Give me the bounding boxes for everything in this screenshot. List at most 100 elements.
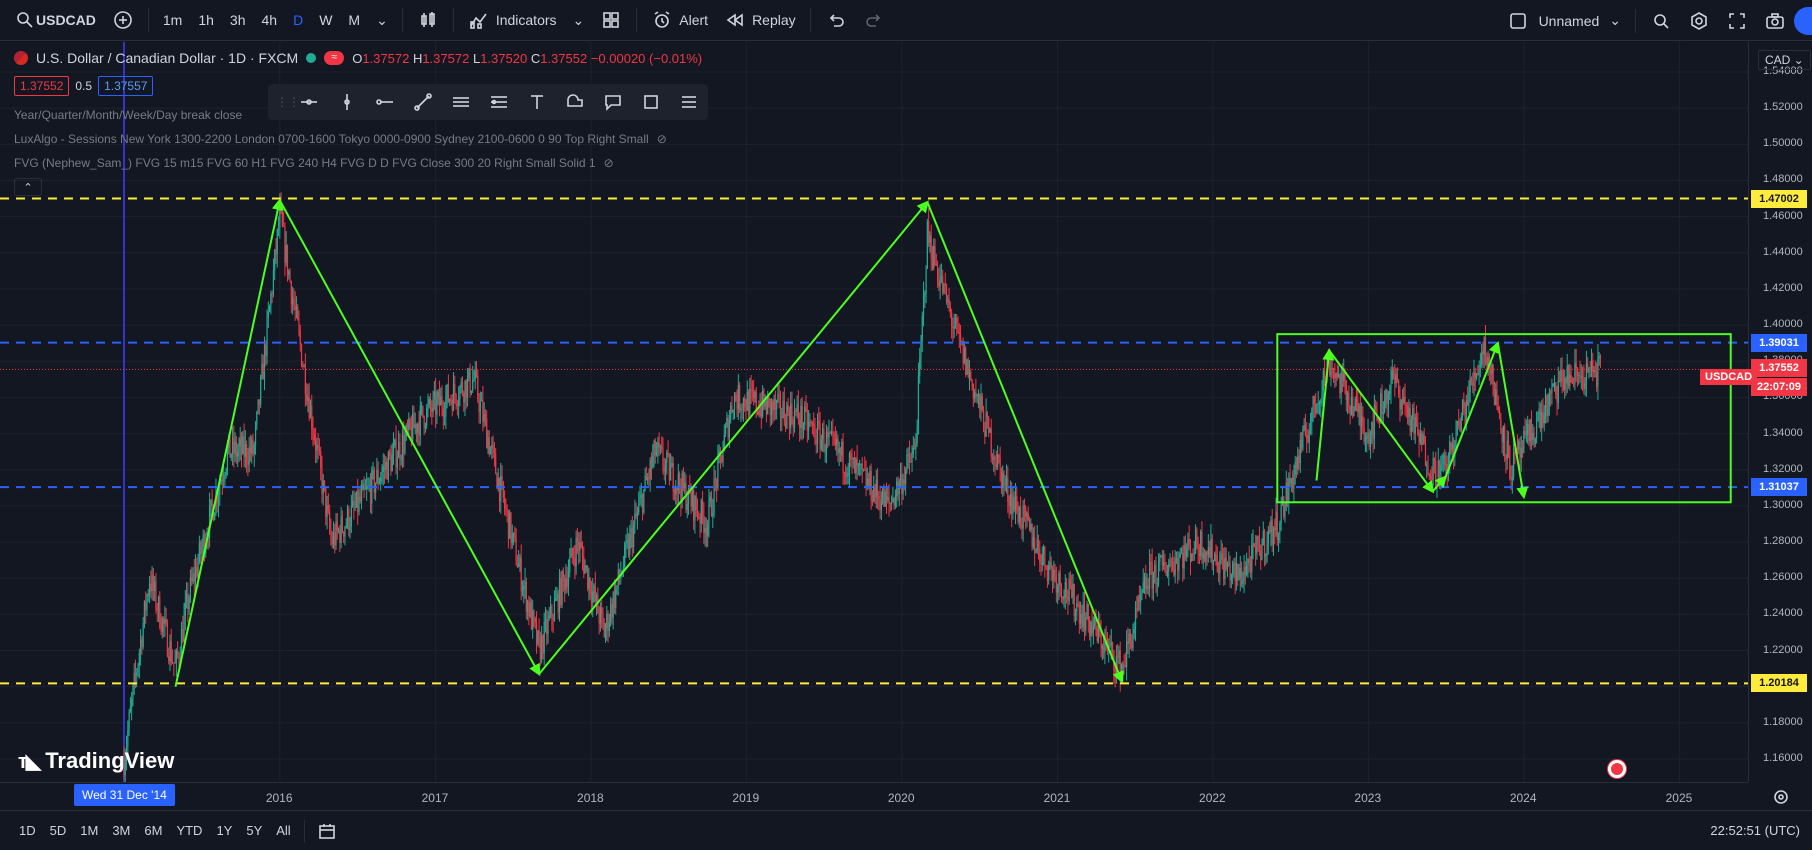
candle-body bbox=[1207, 547, 1209, 556]
indicator-legend-2[interactable]: LuxAlgo - Sessions New York 1300-2200 Lo… bbox=[14, 132, 667, 146]
event-marker-icon[interactable] bbox=[1608, 760, 1626, 778]
quick-search-button[interactable] bbox=[1642, 0, 1680, 41]
interval-m[interactable]: M bbox=[348, 12, 361, 28]
open-label: O bbox=[352, 50, 363, 66]
price-chart[interactable] bbox=[0, 42, 1748, 782]
range-1d[interactable]: 1D bbox=[19, 823, 36, 838]
vertical-line-icon[interactable] bbox=[328, 84, 366, 120]
range-3m[interactable]: 3M bbox=[112, 823, 131, 838]
collapse-legend-button[interactable]: ⌃ bbox=[14, 178, 42, 196]
fib-retracement-icon[interactable] bbox=[480, 84, 518, 120]
ray-icon[interactable] bbox=[366, 84, 404, 120]
range-5d[interactable]: 5D bbox=[49, 823, 67, 838]
range-5y[interactable]: 5Y bbox=[246, 823, 263, 838]
range-1m[interactable]: 1M bbox=[80, 823, 99, 838]
candle-body bbox=[1359, 405, 1361, 427]
candle-body bbox=[200, 542, 202, 555]
eye-off-icon[interactable]: ⊘ bbox=[656, 132, 667, 146]
drag-handle-icon[interactable]: ⋮⋮ bbox=[276, 95, 300, 109]
candle-body bbox=[1022, 505, 1024, 529]
chart-type-button[interactable] bbox=[409, 0, 447, 41]
undo-button[interactable] bbox=[817, 0, 855, 41]
candle-body bbox=[435, 391, 437, 415]
candle-body bbox=[1396, 374, 1398, 381]
candle-body bbox=[1551, 386, 1553, 394]
sell-price[interactable]: 1.37552 bbox=[14, 76, 70, 96]
compare-button[interactable] bbox=[104, 0, 142, 41]
candle-body bbox=[1487, 356, 1489, 366]
candle-body bbox=[211, 499, 213, 507]
candle-body bbox=[291, 298, 294, 305]
interval-d[interactable]: D bbox=[293, 12, 304, 28]
interval-dropdown[interactable]: ⌄ bbox=[368, 0, 396, 41]
shape-icon[interactable] bbox=[556, 84, 594, 120]
candle-body bbox=[1375, 405, 1377, 410]
candle-body bbox=[339, 529, 341, 543]
range-ytd[interactable]: YTD bbox=[176, 823, 203, 838]
interval-1m[interactable]: 1m bbox=[162, 12, 183, 28]
horizontal-ray-icon[interactable] bbox=[290, 84, 328, 120]
candle-body bbox=[569, 557, 571, 573]
fullscreen-button[interactable] bbox=[1718, 0, 1756, 41]
calendar-range-icon[interactable] bbox=[316, 820, 338, 842]
layout-selector[interactable]: Unnamed ⌄ bbox=[1499, 0, 1629, 41]
text-icon[interactable] bbox=[518, 84, 556, 120]
candle-body bbox=[1237, 563, 1239, 581]
symbol-search[interactable]: USDCAD bbox=[0, 0, 104, 41]
indicator-legend-1[interactable]: Year/Quarter/Month/Week/Day break close bbox=[14, 108, 242, 122]
replay-button[interactable]: Replay bbox=[716, 0, 804, 41]
axis-settings-button[interactable] bbox=[1770, 786, 1792, 812]
parallel-channel-icon[interactable] bbox=[442, 84, 480, 120]
redo-button[interactable] bbox=[855, 0, 893, 41]
price-axis[interactable]: 1.54000 1.52000 1.50000 1.48000 1.46000 1.440… bbox=[1748, 42, 1812, 782]
candle-body bbox=[1442, 455, 1444, 459]
candle-body bbox=[813, 423, 815, 426]
utc-clock[interactable]: 22:52:51 (UTC) bbox=[1710, 823, 1800, 838]
candle-body bbox=[1152, 571, 1155, 589]
rectangle-icon[interactable] bbox=[632, 84, 670, 120]
callout-icon[interactable] bbox=[594, 84, 632, 120]
interval-w[interactable]: W bbox=[319, 12, 333, 28]
candle-body bbox=[1386, 389, 1388, 405]
templates-button[interactable] bbox=[592, 0, 630, 41]
candle-body bbox=[420, 405, 423, 407]
candle-body bbox=[248, 447, 250, 465]
range-6m[interactable]: 6M bbox=[144, 823, 163, 838]
candle-body bbox=[1104, 639, 1106, 653]
candle-body bbox=[1081, 613, 1083, 628]
indicator-label: FVG (Nephew_Sam_) FVG 15 m15 FVG 60 H1 F… bbox=[14, 156, 596, 170]
eye-off-icon[interactable]: ⊘ bbox=[603, 156, 614, 170]
candle-body bbox=[889, 502, 891, 504]
candle-body bbox=[1009, 494, 1011, 507]
snapshot-button[interactable] bbox=[1756, 0, 1794, 41]
buy-price[interactable]: 1.37557 bbox=[98, 76, 154, 96]
candle-body bbox=[377, 470, 379, 484]
indicators-button[interactable]: Indicators bbox=[460, 0, 565, 41]
interval-4h[interactable]: 4h bbox=[261, 12, 278, 28]
trend-line-icon[interactable] bbox=[404, 84, 442, 120]
candle-body bbox=[210, 499, 212, 506]
interval-3h[interactable]: 3h bbox=[229, 12, 246, 28]
candle-body bbox=[436, 398, 438, 415]
publish-button[interactable] bbox=[1794, 6, 1812, 35]
legend-title[interactable]: U.S. Dollar / Canadian Dollar · 1D · FXC… bbox=[36, 50, 299, 66]
candle-body bbox=[1183, 544, 1185, 569]
candle-body bbox=[823, 428, 825, 452]
candle-body bbox=[1267, 530, 1269, 543]
candle-body bbox=[1265, 553, 1267, 557]
settings-button[interactable] bbox=[1680, 0, 1718, 41]
close-label: C bbox=[530, 50, 541, 66]
time-axis[interactable]: 2016 2017 2018 2019 2020 2021 2022 2023 2024 2025 bbox=[0, 782, 1748, 810]
candle-body bbox=[818, 420, 820, 424]
indicators-dropdown[interactable]: ⌄ bbox=[565, 0, 593, 41]
candle-body bbox=[1082, 604, 1084, 628]
currency-selector[interactable]: CAD ⌄ bbox=[1758, 50, 1811, 70]
indicator-legend-3[interactable]: FVG (Nephew_Sam_) FVG 15 m15 FVG 60 H1 F… bbox=[14, 156, 614, 170]
range-1y[interactable]: 1Y bbox=[216, 823, 233, 838]
alert-button[interactable]: Alert bbox=[643, 0, 716, 41]
candle-body bbox=[931, 259, 934, 269]
more-tools-icon[interactable] bbox=[670, 84, 708, 120]
candle-body bbox=[521, 589, 524, 592]
range-all[interactable]: All bbox=[276, 823, 291, 838]
interval-1h[interactable]: 1h bbox=[198, 12, 214, 28]
